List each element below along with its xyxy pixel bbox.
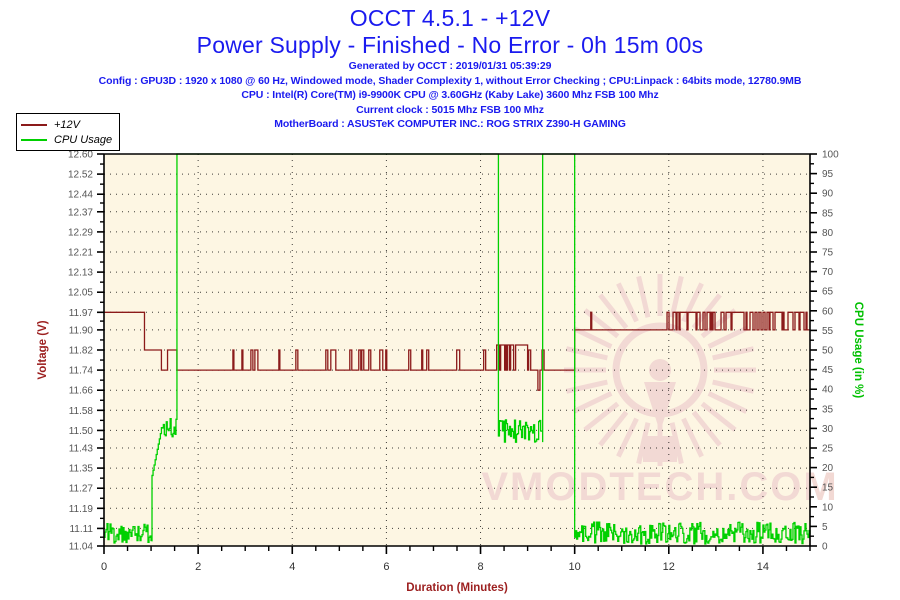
left-axis-tick-label: 11.35 <box>69 464 94 475</box>
legend-item-cpu-usage: CPU Usage <box>21 132 115 147</box>
watermark-ray <box>707 326 748 349</box>
left-axis-tick-label: 11.58 <box>69 406 94 417</box>
right-axis-tick-label: 95 <box>822 169 834 180</box>
config-info: Config : GPU3D : 1920 x 1080 @ 60 Hz, Wi… <box>98 74 802 87</box>
watermark-ray <box>691 293 722 330</box>
watermark-ray <box>691 410 722 447</box>
left-axis-tick-label: 11.97 <box>69 308 94 319</box>
left-axis-tick-label: 11.27 <box>69 484 94 495</box>
watermark-ray <box>681 417 704 458</box>
left-axis-tick-label: 12.44 <box>68 190 93 201</box>
legend-swatch-12v <box>21 123 47 126</box>
watermark-text: VMODTECH.COM <box>481 465 838 509</box>
right-axis-tick-label: 90 <box>822 189 834 200</box>
right-axis-tick-label: 60 <box>822 306 834 317</box>
watermark: VMODTECH.COM <box>481 274 838 509</box>
right-axis-tick-label: 100 <box>822 150 839 161</box>
x-axis-tick-label: 6 <box>383 561 389 573</box>
x-axis-tick-label: 8 <box>477 561 483 573</box>
left-axis-tick-label: 12.29 <box>68 227 93 238</box>
left-axis-tick-label: 12.05 <box>68 288 93 299</box>
x-axis: 0 2 4 6 8 10 12 14 <box>101 546 811 573</box>
watermark-ray <box>598 410 629 447</box>
watermark-ray <box>636 275 651 318</box>
watermark-ray <box>616 417 639 458</box>
x-axis-tick-label: 2 <box>195 561 201 573</box>
right-axis-tick-label: 20 <box>822 463 834 474</box>
generated-info: Generated by OCCT : 2019/01/31 05:39:29 <box>348 60 552 72</box>
left-axis: 11.04 11.11 11.19 11.27 11.35 11.43 11.50 11.58… <box>68 150 104 553</box>
right-axis-tick-label: 55 <box>822 326 834 337</box>
legend-label-cpu-usage: CPU Usage <box>54 133 113 146</box>
legend-label-12v: +12V <box>54 118 80 131</box>
watermark-ray <box>598 293 629 330</box>
left-axis-tick-label: 12.21 <box>68 248 93 259</box>
x-axis-tick-label: 10 <box>569 561 581 573</box>
legend-swatch-cpu-usage <box>21 138 47 141</box>
watermark-ray <box>572 326 613 349</box>
right-axis-tick-label: 80 <box>822 228 834 239</box>
left-axis-tick-label: 11.90 <box>69 325 94 336</box>
left-axis-tick-label: 12.60 <box>68 150 93 161</box>
watermark-base <box>643 436 677 462</box>
right-axis-tick-label: 65 <box>822 287 834 298</box>
right-axis-tick-label: 5 <box>822 522 828 533</box>
x-axis-tick-label: 0 <box>101 561 107 573</box>
left-axis-tick-label: 12.52 <box>68 170 93 181</box>
x-axis-tick-label: 12 <box>663 561 675 573</box>
watermark-ray <box>616 282 639 323</box>
series-line--12v <box>104 311 810 391</box>
page-title: OCCT 4.5.1 - +12V <box>349 5 551 31</box>
left-axis-tick-label: 12.13 <box>68 268 93 279</box>
clock-info: Current clock : 5015 Mhz FSB 100 Mhz <box>356 103 544 116</box>
left-axis-tick-label: 11.43 <box>69 444 94 455</box>
watermark-ray <box>565 346 608 361</box>
right-axis-tick-label: 85 <box>822 208 834 219</box>
page-subtitle: Power Supply - Finished - No Error - 0h … <box>196 32 704 58</box>
watermark-spear <box>644 382 676 432</box>
watermark-ray <box>700 401 737 432</box>
legend-item-12v: +12V <box>21 117 115 132</box>
right-axis-tick-label: 10 <box>822 502 834 513</box>
watermark-ray <box>565 379 608 394</box>
right-axis-tick-label: 70 <box>822 267 834 278</box>
motherboard-info: MotherBoard : ASUSTeK COMPUTER INC.: ROG… <box>274 118 626 130</box>
right-axis-tick-label: 0 <box>822 542 828 553</box>
x-axis-tick-label: 4 <box>289 561 295 573</box>
left-axis-tick-label: 12.37 <box>68 207 93 218</box>
right-axis-tick-label: 30 <box>822 424 834 435</box>
x-axis-title: Duration (Minutes) <box>406 582 508 594</box>
chart-header: OCCT 4.5.1 - +12V Power Supply - Finishe… <box>0 0 900 132</box>
x-axis-tick-label: 14 <box>757 561 769 573</box>
right-axis-tick-label: 35 <box>822 404 834 415</box>
chart-legend: +12V CPU Usage <box>16 113 120 151</box>
left-axis-tick-label: 11.74 <box>69 366 94 377</box>
watermark-ray <box>700 308 737 339</box>
watermark-ray <box>583 401 620 432</box>
y-axis-title: Voltage (V) <box>37 320 49 379</box>
right-axis-tick-label: 25 <box>822 444 834 455</box>
left-axis-tick-label: 11.82 <box>69 346 94 357</box>
y2-axis-title: CPU Usage (in %) <box>852 302 864 399</box>
right-axis-tick-label: 45 <box>822 365 834 376</box>
right-axis-tick-label: 75 <box>822 248 834 259</box>
right-axis-tick-label: 15 <box>822 483 834 494</box>
right-axis: 0 5 10 15 20 25 30 35 40 45 50 55 60 65 70 75 80 85 90 95 10… <box>810 150 839 553</box>
left-axis-tick-label: 11.19 <box>69 504 94 515</box>
watermark-ray <box>572 391 613 414</box>
left-axis-tick-label: 11.11 <box>69 524 93 535</box>
cpu-info: CPU : Intel(R) Core(TM) i9-9900K CPU @ 3… <box>241 89 659 101</box>
right-axis-tick-label: 50 <box>822 346 834 357</box>
left-axis-tick-label: 11.04 <box>69 542 94 553</box>
right-axis-tick-label: 40 <box>822 385 834 396</box>
left-axis-tick-label: 11.66 <box>69 386 94 397</box>
watermark-ray <box>707 391 748 414</box>
watermark-ray <box>669 275 684 318</box>
watermark-hub <box>649 359 671 381</box>
left-axis-tick-label: 11.50 <box>69 426 94 437</box>
